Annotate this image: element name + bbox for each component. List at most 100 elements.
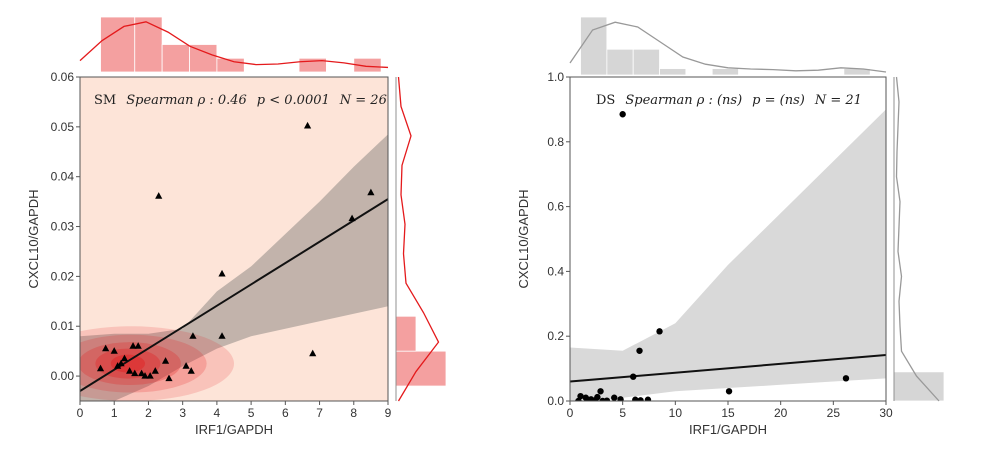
x-tick-label-1: 1 [111,406,118,420]
y-axis-ticks: 0.0 0.2 0.4 0.6 0.8 1.0 [547,70,570,408]
y-axis-label: CXCL10/GAPDH [516,190,531,289]
data-point-19 [575,397,582,401]
data-point-16 [161,357,170,364]
y-tick-label-5: 0.05 [51,120,75,134]
top-hist-bar-0 [580,16,608,76]
x-tick-label-3: 15 [721,406,735,420]
data-point-0 [619,111,626,118]
x-tick-label-4: 4 [214,406,221,420]
data-point-1 [367,188,375,196]
x-tick-label-2: 10 [669,406,683,420]
data-point-22 [96,364,105,372]
x-tick-label-6: 6 [282,406,289,420]
data-point-19 [187,367,195,374]
data-point-10 [126,367,134,374]
y-tick-label-1: 0.01 [51,319,75,333]
plot-area [80,77,388,401]
y-tick-label-5: 1.0 [547,70,564,84]
x-tick-label-0: 0 [77,406,84,420]
data-point-6 [102,344,110,352]
data-point-23 [114,362,122,369]
data-point-5 [725,388,733,395]
data-point-17 [165,374,173,382]
annotation-part-1: Spearman [126,93,193,108]
data-point-2 [155,192,163,199]
y-tick-label-0: 0.00 [51,369,75,383]
regression-line [570,353,886,383]
confidence-band [80,134,388,401]
x-tick-label-5: 25 [827,406,841,420]
kde-contour-0 [80,326,234,401]
plot-frame [79,76,389,402]
right-kde-curve [895,76,940,402]
y-tick-label-4: 0.04 [51,170,75,184]
data-point-3 [630,373,637,380]
data-point-3 [348,214,356,222]
data-point-16 [644,396,652,401]
top-hist-bar-9 [353,57,382,73]
annotation-part-4: N = 26 [339,93,387,108]
data-point-24 [131,369,139,377]
data-point-17 [599,397,606,401]
data-point-7 [577,392,584,400]
x-axis-ticks: 0 5 10 15 20 25 30 [567,401,893,420]
right-marginal-hist [893,76,945,402]
data-point-12 [611,394,618,401]
data-point-14 [141,372,149,379]
x-tick-label-6: 30 [879,406,893,420]
right-hist-bar-0 [395,350,447,387]
top-marginal-hist [79,16,389,73]
data-point-20 [594,393,601,401]
y-tick-label-6: 0.06 [51,70,75,84]
y-tick-label-3: 0.03 [51,220,75,234]
data-point-21 [218,332,226,339]
x-tick-label-3: 3 [179,406,186,420]
x-tick-label-8: 8 [350,406,357,420]
data-point-20 [189,332,197,339]
annotation-part-0: SM [94,93,116,108]
plot-area [570,109,886,401]
data-point-8 [117,359,125,367]
top-kde-curve [569,21,887,73]
data-point-15 [146,372,154,379]
annotation-part-3: p < 0.0001 [257,93,330,108]
y-axis-ticks: 0.00 0.01 0.02 0.03 0.04 0.05 0.06 [51,70,80,383]
data-point-9 [120,354,129,362]
x-axis-label: IRF1/GAPDH [689,422,767,437]
data-point-25 [151,367,159,374]
x-tick-label-2: 2 [145,406,152,420]
x-axis-label: IRF1/GAPDH [195,422,273,437]
stat-annotation: SM Spearman ρ : 0.46 p < 0.0001 N = 26 [94,93,387,108]
top-kde-curve [79,21,389,69]
data-point-6 [597,388,604,395]
data-point-2 [636,347,643,354]
x-tick-label-7: 7 [316,406,323,420]
stat-annotation: DS Spearman ρ : (ns) p = (ns) N = 21 [596,93,862,108]
data-point-18 [182,362,190,369]
data-point-13 [138,369,146,377]
top-marginal-hist [569,16,887,76]
data-point-5 [309,349,317,357]
data-point-15 [637,397,644,401]
data-point-4 [842,375,850,382]
y-tick-label-0: 0.0 [547,394,564,408]
top-hist-bar-2 [161,44,190,73]
kde-contour-1 [80,334,207,393]
chart-panel-sm: SM Spearman ρ : 0.46 p < 0.0001 N = 260.000.… [26,16,447,437]
y-tick-label-3: 0.6 [547,200,564,214]
chart-panel-ds: DS Spearman ρ : (ns) p = (ns) N = 21 0.0 0.2 0.… [516,16,945,437]
kde-density [80,326,234,401]
x-tick-label-0: 0 [567,406,574,420]
top-hist-bar-1 [134,16,163,73]
annotation-part-0: DS [596,93,615,108]
data-point-7 [110,347,118,354]
right-hist-bar-0 [893,371,945,402]
data-point-11 [129,342,137,349]
x-tick-label-9: 9 [385,406,392,420]
x-axis-ticks: 0 1 2 3 4 5 6 7 8 9 [77,401,392,420]
y-tick-label-1: 0.2 [547,329,564,343]
confidence-band [570,109,886,401]
top-hist-bar-3 [659,68,687,76]
top-hist-bar-3 [189,44,218,73]
